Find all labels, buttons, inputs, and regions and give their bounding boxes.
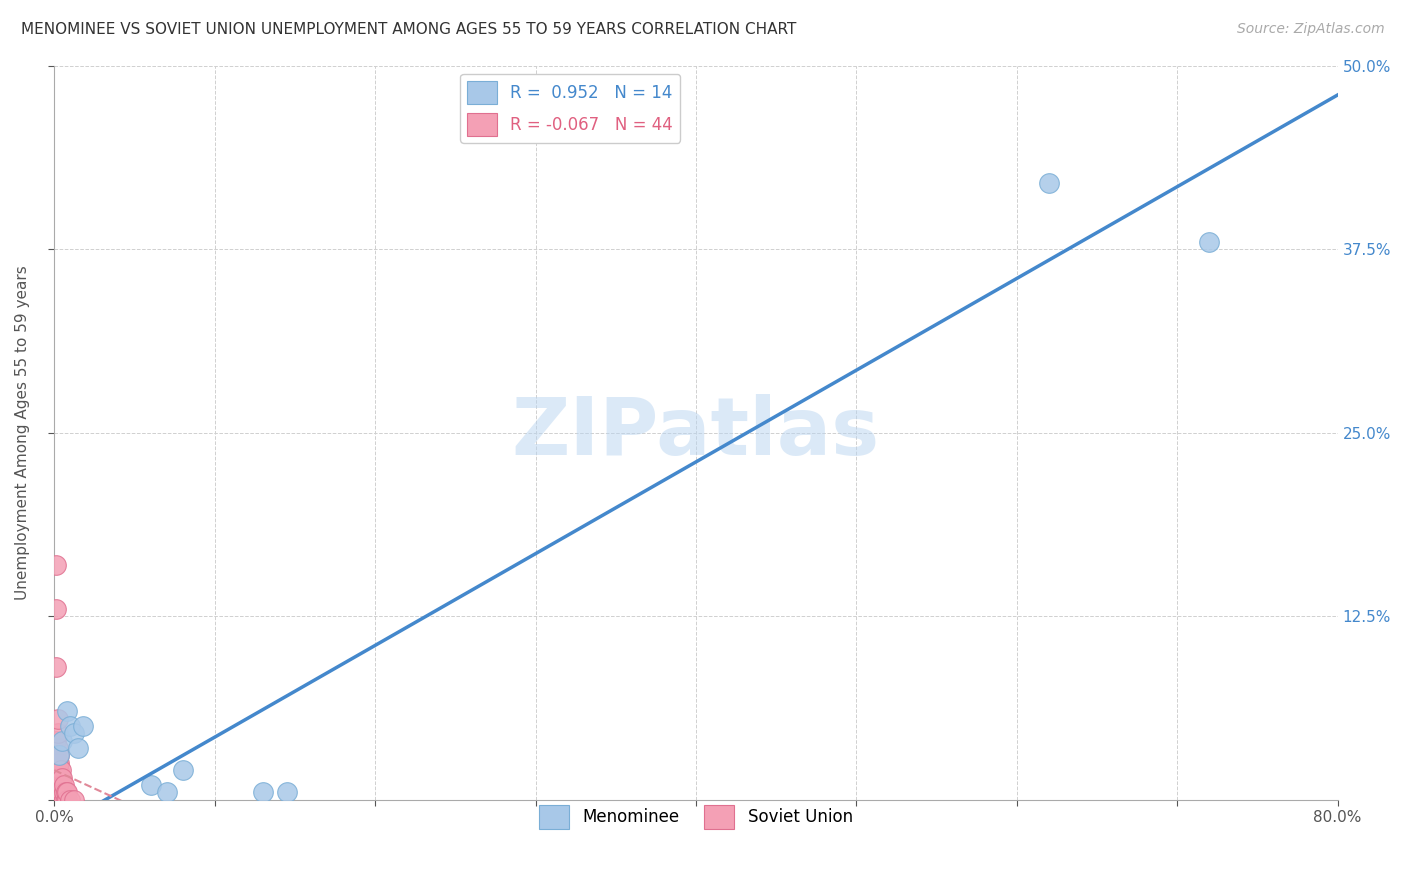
Point [46, 741, 69, 756]
Text: ZIPatlas: ZIPatlas [512, 393, 880, 472]
Point [48, 763, 70, 777]
Point [56, 792, 79, 806]
Point [46, 726, 69, 740]
Text: Source: ZipAtlas.com: Source: ZipAtlas.com [1237, 22, 1385, 37]
Point [55, 785, 77, 799]
Point [56, 705, 79, 719]
Point [46, 712, 69, 726]
Point [276, 785, 298, 799]
Point [46, 771, 69, 785]
Point [45, 792, 67, 806]
Point [49, 763, 72, 777]
Point [62, 726, 84, 740]
Point [62, 792, 84, 806]
Point [139, 778, 162, 792]
Point [49, 792, 72, 806]
Point [51, 792, 73, 806]
Point [1198, 235, 1220, 249]
Point [45, 601, 67, 615]
Point [45, 763, 67, 777]
Point [51, 734, 73, 748]
Point [55, 792, 77, 806]
Point [45, 771, 67, 785]
Text: MENOMINEE VS SOVIET UNION UNEMPLOYMENT AMONG AGES 55 TO 59 YEARS CORRELATION CHA: MENOMINEE VS SOVIET UNION UNEMPLOYMENT A… [21, 22, 796, 37]
Point [49, 778, 72, 792]
Point [45, 748, 67, 763]
Point [45, 734, 67, 748]
Point [46, 756, 69, 770]
Point [48, 785, 70, 799]
Point [52, 778, 75, 792]
Point [46, 785, 69, 799]
Point [48, 792, 70, 806]
Legend: Menominee, Soviet Union: Menominee, Soviet Union [533, 798, 859, 835]
Y-axis label: Unemployment Among Ages 55 to 59 years: Unemployment Among Ages 55 to 59 years [15, 265, 30, 600]
Point [1038, 176, 1060, 190]
Point [252, 785, 274, 799]
Point [172, 763, 194, 777]
Point [51, 771, 73, 785]
Point [59, 792, 82, 806]
Point [67, 741, 90, 756]
Point [45, 558, 67, 572]
Point [45, 660, 67, 674]
Point [51, 778, 73, 792]
Point [48, 778, 70, 792]
Point [56, 785, 79, 799]
Point [72, 719, 94, 733]
Point [48, 748, 70, 763]
Point [45, 785, 67, 799]
Point [51, 785, 73, 799]
Point [48, 748, 70, 763]
Point [52, 792, 75, 806]
Point [48, 756, 70, 770]
Point [52, 785, 75, 799]
Point [46, 763, 69, 777]
Point [46, 792, 69, 806]
Point [59, 719, 82, 733]
Point [49, 771, 72, 785]
Point [155, 785, 177, 799]
Point [46, 778, 69, 792]
Point [48, 771, 70, 785]
Point [49, 785, 72, 799]
Point [45, 778, 67, 792]
